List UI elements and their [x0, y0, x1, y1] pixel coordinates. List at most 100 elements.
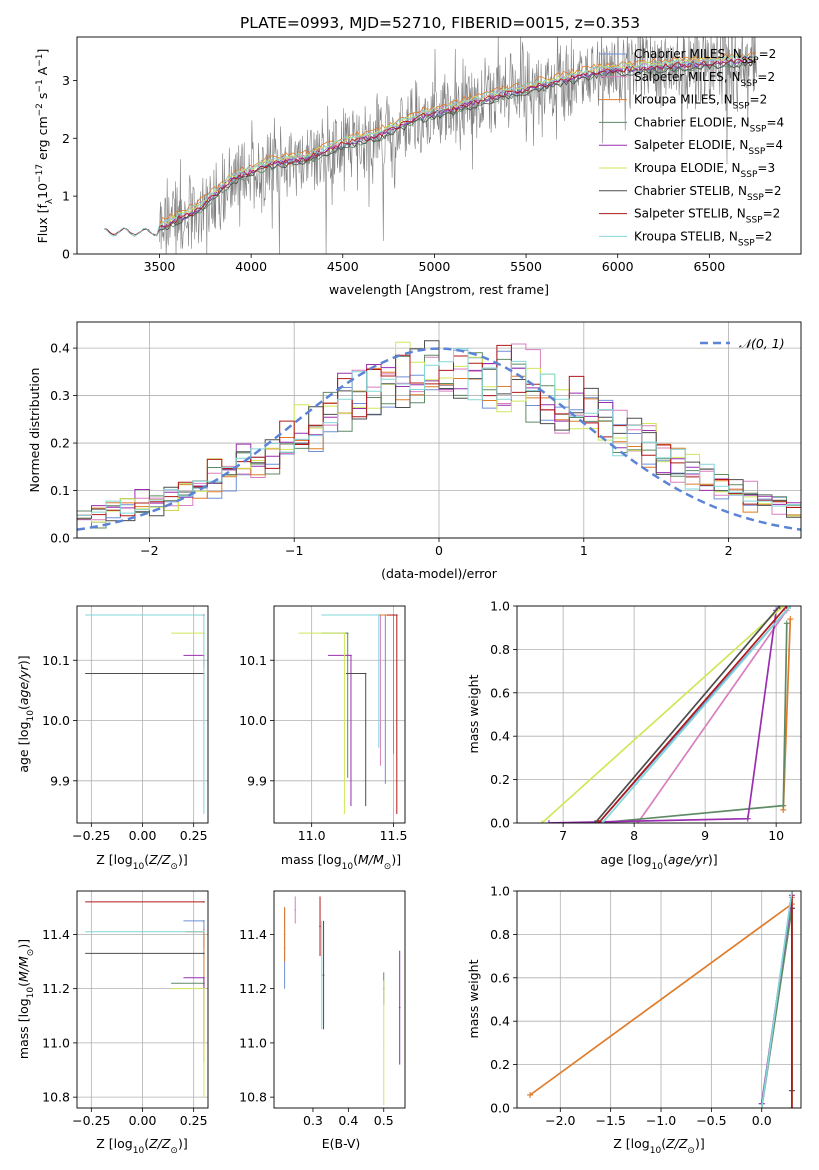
legend-label: Kroupa STELIB, NSSP=2: [634, 229, 772, 248]
axes-frame: [76, 321, 802, 539]
x-tick-label: 3500: [144, 259, 176, 274]
series-line: [598, 623, 788, 823]
x-tick-label: 1: [580, 543, 588, 558]
plot-area: [283, 896, 401, 1106]
x-tick-label: 7: [559, 828, 567, 843]
x-axis-label: wavelength [Angstrom, rest frame]: [329, 282, 549, 297]
x-tick-label: 8: [630, 828, 638, 843]
axes-frame: [76, 36, 802, 255]
plus-marker: [788, 1105, 795, 1108]
y-tick-label: 11.4: [239, 927, 267, 942]
x-tick-label: −2: [140, 543, 158, 558]
axes: 3500 4000 4500 5000 5500 6000 6500 0 1 2 3 waveleng…: [35, 36, 802, 297]
plus-marker: [545, 820, 552, 823]
axes: −2.0 −1.5 −1.0 −0.5 0.0 0.0 0.2 0.4 0.6 0.8 1.0 Z […: [466, 884, 802, 1156]
data-point: [203, 920, 205, 922]
plus-marker: [538, 820, 545, 823]
data-point: [203, 928, 205, 930]
x-tick-label: 10: [768, 828, 784, 843]
mass-vs-ebv-panel: 0.3 0.4 0.5 10.8 11.0 11.2 11.4 E(B-V): [239, 890, 406, 1151]
plus-marker: [780, 606, 787, 609]
y-tick-label: 1.0: [490, 884, 510, 899]
grid: [77, 606, 208, 823]
x-tick-label: 9: [701, 828, 709, 843]
legend-label: 𝒩(0, 1): [739, 336, 785, 351]
y-tick-label: 9.9: [247, 773, 267, 788]
y-axis-label: mass weight: [466, 959, 481, 1038]
x-tick-label: −0.25: [72, 828, 110, 843]
model-spectrum: [104, 60, 757, 237]
data-point: [203, 952, 205, 955]
x-axis-label: E(B-V): [322, 1136, 361, 1151]
plot-area: [538, 606, 794, 823]
x-tick-label: 0.25: [180, 1113, 208, 1128]
model-spectrum: [159, 61, 757, 231]
plus-marker: [783, 620, 790, 627]
plus-marker: [595, 820, 602, 823]
data-point: [283, 933, 286, 936]
x-tick-label: −1.5: [595, 1113, 625, 1128]
series-line: [637, 609, 788, 823]
y-tick-label: 1.0: [490, 599, 510, 614]
legend: 𝒩(0, 1): [700, 336, 785, 351]
x-tick-label: 6500: [693, 259, 725, 274]
axes: 11.0 11.5 9.9 10.0 10.1 mass [log10(M/M⊙)]: [239, 605, 407, 872]
x-tick-label: −0.25: [72, 1113, 110, 1128]
data-point: [364, 672, 367, 675]
x-axis-label: Z [log10(Z/Z⊙)]: [613, 1136, 704, 1156]
y-tick-label: 0.3: [50, 388, 70, 403]
y-axis-label: Flux [fλ10−17 erg cm−2 s−1 A−1]: [35, 49, 55, 244]
series-line: [529, 903, 793, 1096]
y-tick-label: 10.0: [239, 713, 267, 728]
data-point: [343, 632, 346, 634]
axes: −2 −1 0 1 2 0.0 0.1 0.2 0.3 0.4 (data-model)/error…: [27, 321, 802, 581]
y-tick-label: 0.0: [490, 816, 510, 831]
plot-area: [527, 891, 795, 1108]
data-point: [294, 909, 297, 911]
plus-marker: [788, 891, 795, 894]
y-tick-label: 1: [62, 189, 70, 204]
y-axis-label: mass [log10(M/M⊙)]: [16, 939, 36, 1059]
x-tick-label: 0: [435, 543, 443, 558]
data-spectrum: [159, 37, 757, 254]
data-point: [320, 974, 323, 976]
x-tick-label: 11.0: [298, 828, 326, 843]
y-tick-label: 10.0: [42, 713, 70, 728]
weight-vs-age-panel: 7 8 9 10 0.0 0.2 0.4 0.6 0.8 1.0 age [log10(age/yr…: [466, 599, 802, 872]
x-axis-label: Z [log10(Z/Z⊙)]: [96, 1136, 187, 1156]
y-tick-label: 0.2: [490, 772, 510, 787]
y-tick-label: 11.4: [42, 927, 70, 942]
legend-label: Kroupa MILES, NSSP=2: [634, 93, 767, 112]
plus-marker: [527, 1091, 534, 1098]
y-tick-label: 3: [62, 73, 70, 88]
plus-marker: [787, 606, 794, 609]
plot-area: [85, 614, 205, 814]
x-tick-label: 5500: [510, 259, 542, 274]
x-tick-label: 5000: [419, 259, 451, 274]
x-tick-label: 0.00: [129, 1113, 157, 1128]
y-tick-label: 11.0: [239, 1035, 267, 1050]
y-axis-label: Normed distribution: [27, 368, 42, 493]
histogram-step: [77, 344, 801, 517]
y-tick-label: 10.1: [42, 653, 70, 668]
y-tick-label: 10.8: [239, 1090, 267, 1105]
plot-area: [77, 340, 801, 531]
y-tick-label: 0: [62, 247, 70, 262]
y-tick-label: 0.8: [490, 927, 510, 942]
y-tick-label: 11.2: [42, 981, 70, 996]
data-point: [382, 1042, 385, 1044]
y-tick-label: 0.1: [50, 483, 70, 498]
data-point: [203, 987, 205, 990]
y-axis-label: mass weight: [466, 674, 481, 753]
axes: 0.3 0.4 0.5 10.8 11.0 11.2 11.4 E(B-V): [239, 890, 406, 1151]
series-line: [601, 606, 791, 823]
x-tick-label: 4500: [327, 259, 359, 274]
model-spectrum: [104, 57, 757, 237]
axes: 7 8 9 10 0.0 0.2 0.4 0.6 0.8 1.0 age [log10(age/yr…: [466, 599, 802, 872]
x-tick-label: 0.4: [338, 1113, 358, 1128]
data-point: [350, 654, 352, 657]
x-tick-label: −0.5: [696, 1113, 726, 1128]
age-vs-mass-panel: 11.0 11.5 9.9 10.0 10.1 mass [log10(M/M⊙)]: [239, 605, 407, 872]
mass-vs-Z-panel: −0.25 0.00 0.25 10.8 11.0 11.2 11.4 Z [log10(Z/…: [16, 890, 209, 1156]
